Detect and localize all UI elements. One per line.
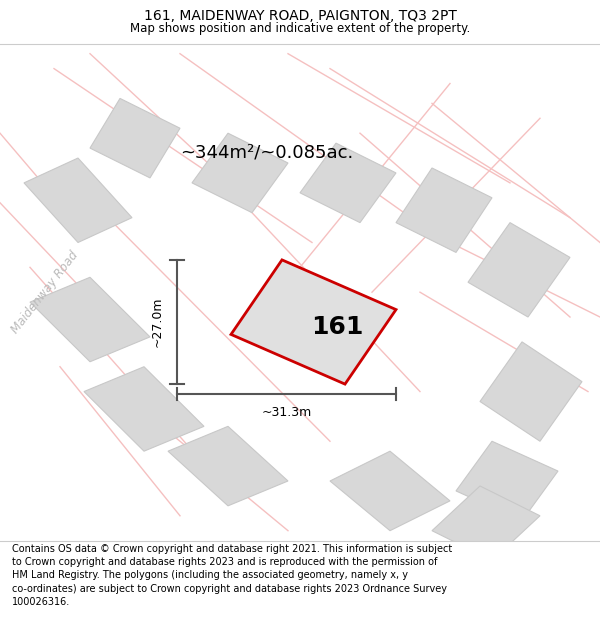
Text: Contains OS data © Crown copyright and database right 2021. This information is : Contains OS data © Crown copyright and d…: [12, 544, 452, 607]
Text: Map shows position and indicative extent of the property.: Map shows position and indicative extent…: [130, 22, 470, 35]
Text: 161, MAIDENWAY ROAD, PAIGNTON, TQ3 2PT: 161, MAIDENWAY ROAD, PAIGNTON, TQ3 2PT: [143, 9, 457, 22]
Polygon shape: [84, 367, 204, 451]
Polygon shape: [168, 426, 288, 506]
Text: 161: 161: [311, 315, 364, 339]
Polygon shape: [90, 98, 180, 178]
Polygon shape: [480, 342, 582, 441]
Polygon shape: [300, 143, 396, 222]
Polygon shape: [24, 158, 132, 242]
Polygon shape: [231, 260, 396, 384]
Text: ~31.3m: ~31.3m: [262, 406, 311, 419]
Text: ~344m²/~0.085ac.: ~344m²/~0.085ac.: [180, 143, 353, 161]
Polygon shape: [456, 441, 558, 521]
Text: Maidenway Road: Maidenway Road: [9, 249, 81, 336]
Polygon shape: [330, 451, 450, 531]
Polygon shape: [192, 133, 288, 212]
Polygon shape: [30, 278, 150, 362]
Polygon shape: [432, 486, 540, 561]
Polygon shape: [468, 222, 570, 317]
Polygon shape: [396, 168, 492, 252]
Text: ~27.0m: ~27.0m: [151, 297, 164, 348]
